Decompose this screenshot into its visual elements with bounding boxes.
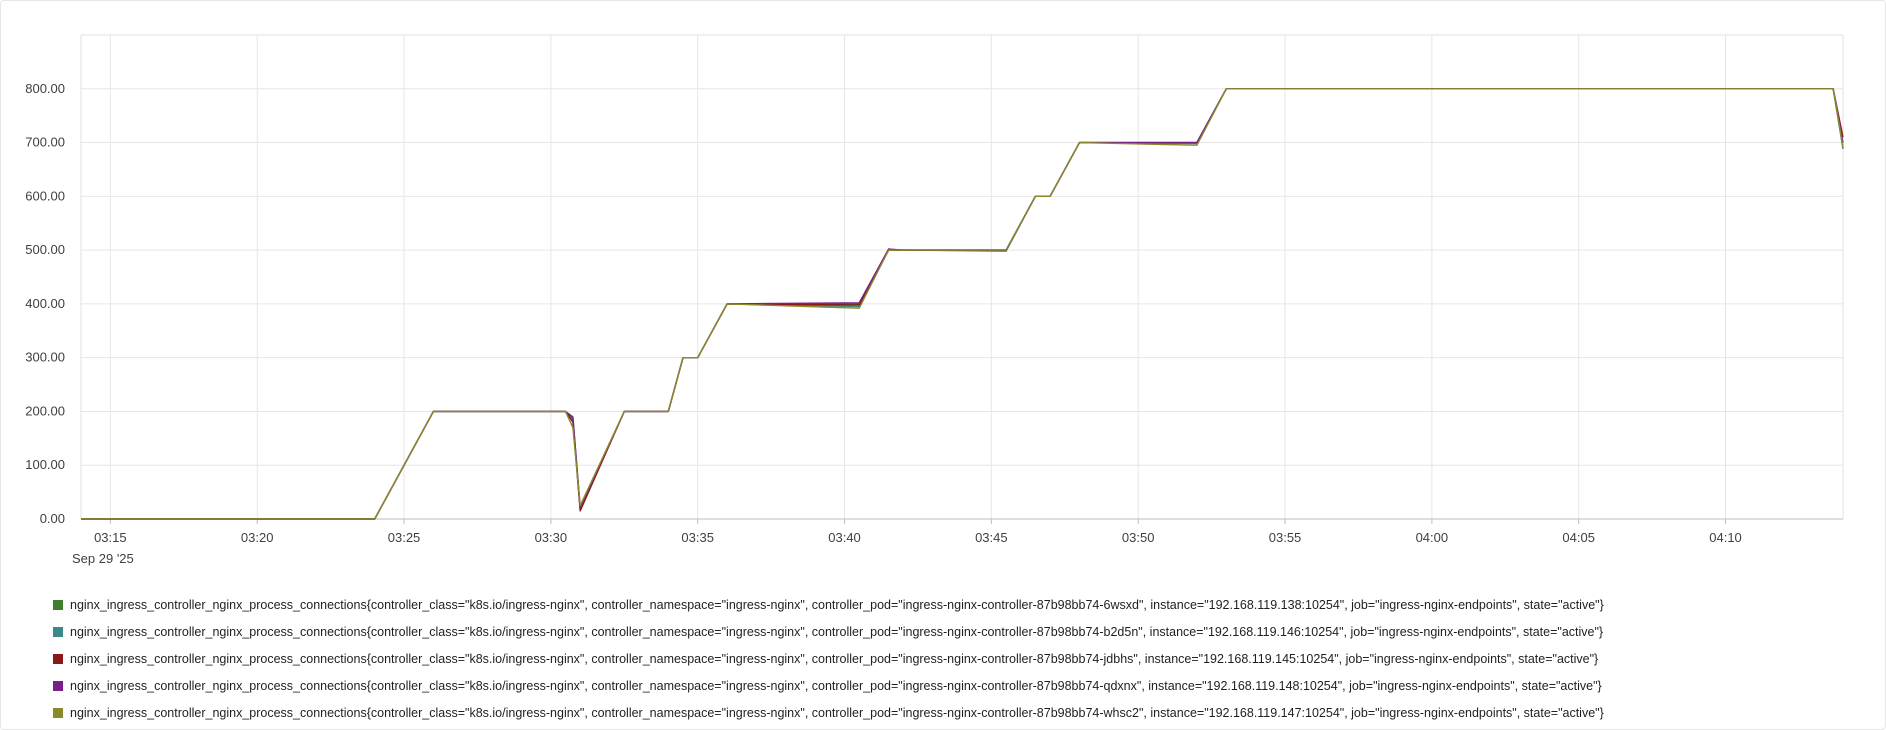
x-tick-label: 03:20 <box>241 530 274 545</box>
x-tick-label: 03:25 <box>388 530 421 545</box>
legend-label: nginx_ingress_controller_nginx_process_c… <box>70 597 1604 612</box>
legend-item[interactable]: nginx_ingress_controller_nginx_process_c… <box>53 672 1873 699</box>
x-tick-label: 03:40 <box>828 530 861 545</box>
y-tick-label: 600.00 <box>25 188 65 203</box>
x-axis-date-label: Sep 29 '25 <box>72 551 134 566</box>
x-tick-label: 03:55 <box>1269 530 1302 545</box>
x-tick-label: 04:05 <box>1562 530 1595 545</box>
legend-item[interactable]: nginx_ingress_controller_nginx_process_c… <box>53 618 1873 645</box>
legend: nginx_ingress_controller_nginx_process_c… <box>53 591 1873 726</box>
y-tick-label: 500.00 <box>25 242 65 257</box>
line-chart[interactable]: 0.00 100.00 200.00 300.00 400.00 500.00 600.00… <box>1 1 1886 581</box>
x-grid <box>109 35 1727 524</box>
legend-label: nginx_ingress_controller_nginx_process_c… <box>70 678 1602 693</box>
y-tick-label: 300.00 <box>25 350 65 365</box>
y-tick-label: 100.00 <box>25 457 65 472</box>
series-line[interactable] <box>81 88 1844 520</box>
x-tick-label: 04:10 <box>1709 530 1742 545</box>
legend-item[interactable]: nginx_ingress_controller_nginx_process_c… <box>53 645 1873 672</box>
legend-swatch <box>53 707 63 718</box>
x-axis-labels: 03:15 03:20 03:25 03:30 03:35 03:40 03:45 03:50… <box>94 530 1742 545</box>
legend-item[interactable]: nginx_ingress_controller_nginx_process_c… <box>53 591 1873 618</box>
legend-item[interactable]: nginx_ingress_controller_nginx_process_c… <box>53 699 1873 726</box>
x-tick-label: 03:50 <box>1122 530 1155 545</box>
y-tick-label: 700.00 <box>25 135 65 150</box>
x-tick-label: 03:35 <box>681 530 714 545</box>
legend-swatch <box>53 680 63 691</box>
legend-swatch <box>53 653 63 664</box>
series-lines <box>81 88 1844 520</box>
y-tick-label: 800.00 <box>25 81 65 96</box>
y-tick-label: 0.00 <box>40 511 65 526</box>
legend-label: nginx_ingress_controller_nginx_process_c… <box>70 624 1604 639</box>
series-line[interactable] <box>81 88 1844 520</box>
legend-swatch <box>53 626 63 637</box>
y-tick-label: 400.00 <box>25 296 65 311</box>
x-tick-label: 03:15 <box>94 530 127 545</box>
legend-label: nginx_ingress_controller_nginx_process_c… <box>70 705 1604 720</box>
x-tick-label: 03:45 <box>975 530 1008 545</box>
x-tick-label: 03:30 <box>535 530 568 545</box>
y-axis-labels: 0.00 100.00 200.00 300.00 400.00 500.00 600.00… <box>25 81 65 526</box>
y-tick-label: 200.00 <box>25 403 65 418</box>
x-tick-label: 04:00 <box>1416 530 1449 545</box>
legend-label: nginx_ingress_controller_nginx_process_c… <box>70 651 1599 666</box>
legend-swatch <box>53 599 63 610</box>
